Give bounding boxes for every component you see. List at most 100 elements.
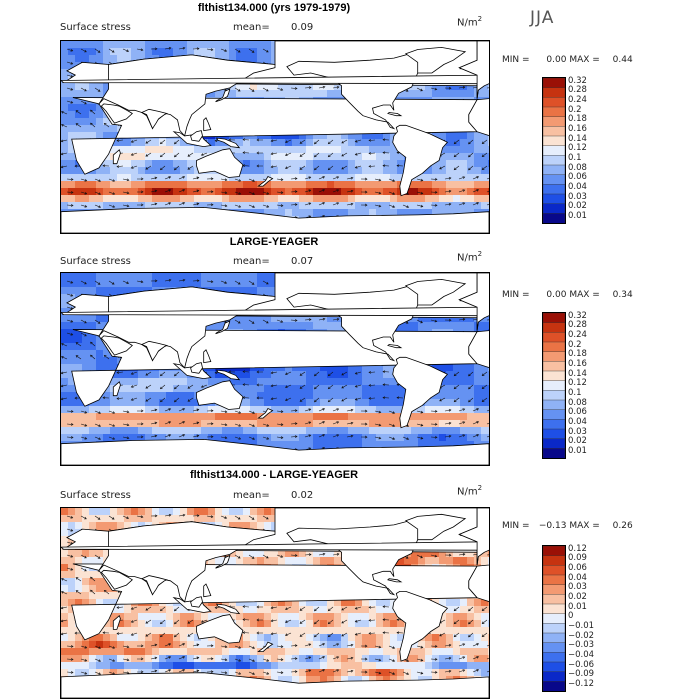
stress-cell xyxy=(481,195,489,203)
wind-arrow xyxy=(374,423,382,427)
stress-cell xyxy=(474,195,482,203)
stress-cell xyxy=(61,385,69,393)
stress-cell xyxy=(117,181,125,189)
stress-cell xyxy=(383,160,391,168)
stress-cell xyxy=(145,399,153,407)
stress-cell xyxy=(383,406,391,414)
wind-arrow xyxy=(164,408,172,412)
stress-cell xyxy=(61,83,69,91)
panel1-units-base: N/m xyxy=(457,17,478,29)
stress-cell xyxy=(362,132,370,140)
wind-arrow xyxy=(290,319,298,322)
stress-cell xyxy=(425,202,433,210)
wind-arrow xyxy=(416,319,423,324)
stress-cell xyxy=(152,378,160,386)
stress-cell xyxy=(292,378,300,386)
stress-cell xyxy=(117,195,125,203)
stress-cell xyxy=(481,181,489,189)
stress-cell xyxy=(453,209,461,217)
stress-cell xyxy=(460,167,468,175)
stress-cell xyxy=(411,322,419,330)
stress-cell xyxy=(187,153,195,161)
land-cuba xyxy=(387,344,403,349)
stress-cell xyxy=(257,139,265,147)
wind-arrow xyxy=(116,397,124,400)
land-australia xyxy=(196,148,244,178)
wind-arrow xyxy=(318,408,326,412)
stress-cell xyxy=(453,385,461,393)
wind-arrow xyxy=(145,139,152,144)
stress-cell xyxy=(474,385,482,393)
stress-cell xyxy=(292,371,300,379)
stress-cell xyxy=(453,550,461,558)
stress-cell xyxy=(68,83,76,91)
stress-cell xyxy=(215,90,223,98)
stress-cell xyxy=(68,371,76,379)
wind-arrow xyxy=(136,409,144,413)
panel2-map-svg xyxy=(61,273,489,465)
stress-cell xyxy=(117,146,125,154)
stress-cell xyxy=(145,153,153,161)
stress-cell xyxy=(75,55,83,63)
stress-cell xyxy=(208,322,216,330)
stress-cell xyxy=(313,371,321,379)
wind-arrow xyxy=(439,397,446,402)
wind-arrow xyxy=(192,408,200,412)
stress-cell xyxy=(404,441,412,449)
stress-cell xyxy=(292,322,300,330)
stress-cell xyxy=(61,188,69,196)
stress-cell xyxy=(481,153,489,161)
stress-cell xyxy=(68,195,76,203)
stress-cell xyxy=(376,209,384,217)
panel3-field-label: Surface stress xyxy=(60,490,131,501)
stress-cell xyxy=(68,55,76,63)
stress-cell xyxy=(82,118,90,126)
stress-cell xyxy=(180,385,188,393)
stress-cell xyxy=(145,202,153,210)
stress-cell xyxy=(397,322,405,330)
stress-cell xyxy=(257,392,265,400)
stress-cell xyxy=(96,174,104,182)
stress-cell xyxy=(68,385,76,393)
stress-cell xyxy=(180,413,188,421)
stress-cell xyxy=(467,371,475,379)
stress-cell xyxy=(166,413,174,421)
stress-cell xyxy=(362,378,370,386)
stress-cell xyxy=(292,385,300,393)
wind-arrow xyxy=(234,280,241,285)
stress-cell xyxy=(103,427,111,435)
stress-cell xyxy=(145,160,153,168)
wind-arrow xyxy=(164,46,172,50)
stress-cell xyxy=(68,160,76,168)
wind-arrow xyxy=(130,152,138,156)
wind-arrow xyxy=(318,421,326,425)
stress-cell xyxy=(243,273,251,281)
stress-cell xyxy=(75,508,83,516)
stress-cell xyxy=(138,427,146,435)
stress-cell xyxy=(453,167,461,175)
stress-cell xyxy=(131,385,139,393)
stress-cell xyxy=(103,188,111,196)
stress-cell xyxy=(96,557,104,565)
stress-cell xyxy=(222,287,230,295)
stress-cell xyxy=(68,287,76,295)
stress-cell xyxy=(488,550,489,558)
wind-arrow xyxy=(270,139,278,143)
colorbar-swatch xyxy=(543,184,565,195)
stress-cell xyxy=(383,413,391,421)
stress-cell xyxy=(306,371,314,379)
stress-cell xyxy=(208,371,216,379)
stress-cell xyxy=(271,322,279,330)
stress-cell xyxy=(369,188,377,196)
wind-arrow xyxy=(430,203,438,207)
stress-cell xyxy=(89,188,97,196)
stress-cell xyxy=(117,153,125,161)
stress-cell xyxy=(61,174,69,182)
stress-cell xyxy=(453,378,461,386)
stress-cell xyxy=(243,90,251,98)
land-antarctica xyxy=(61,206,489,233)
stress-cell xyxy=(460,413,468,421)
stress-cell xyxy=(117,371,125,379)
stress-cell xyxy=(89,41,97,49)
stress-cell xyxy=(229,146,237,154)
